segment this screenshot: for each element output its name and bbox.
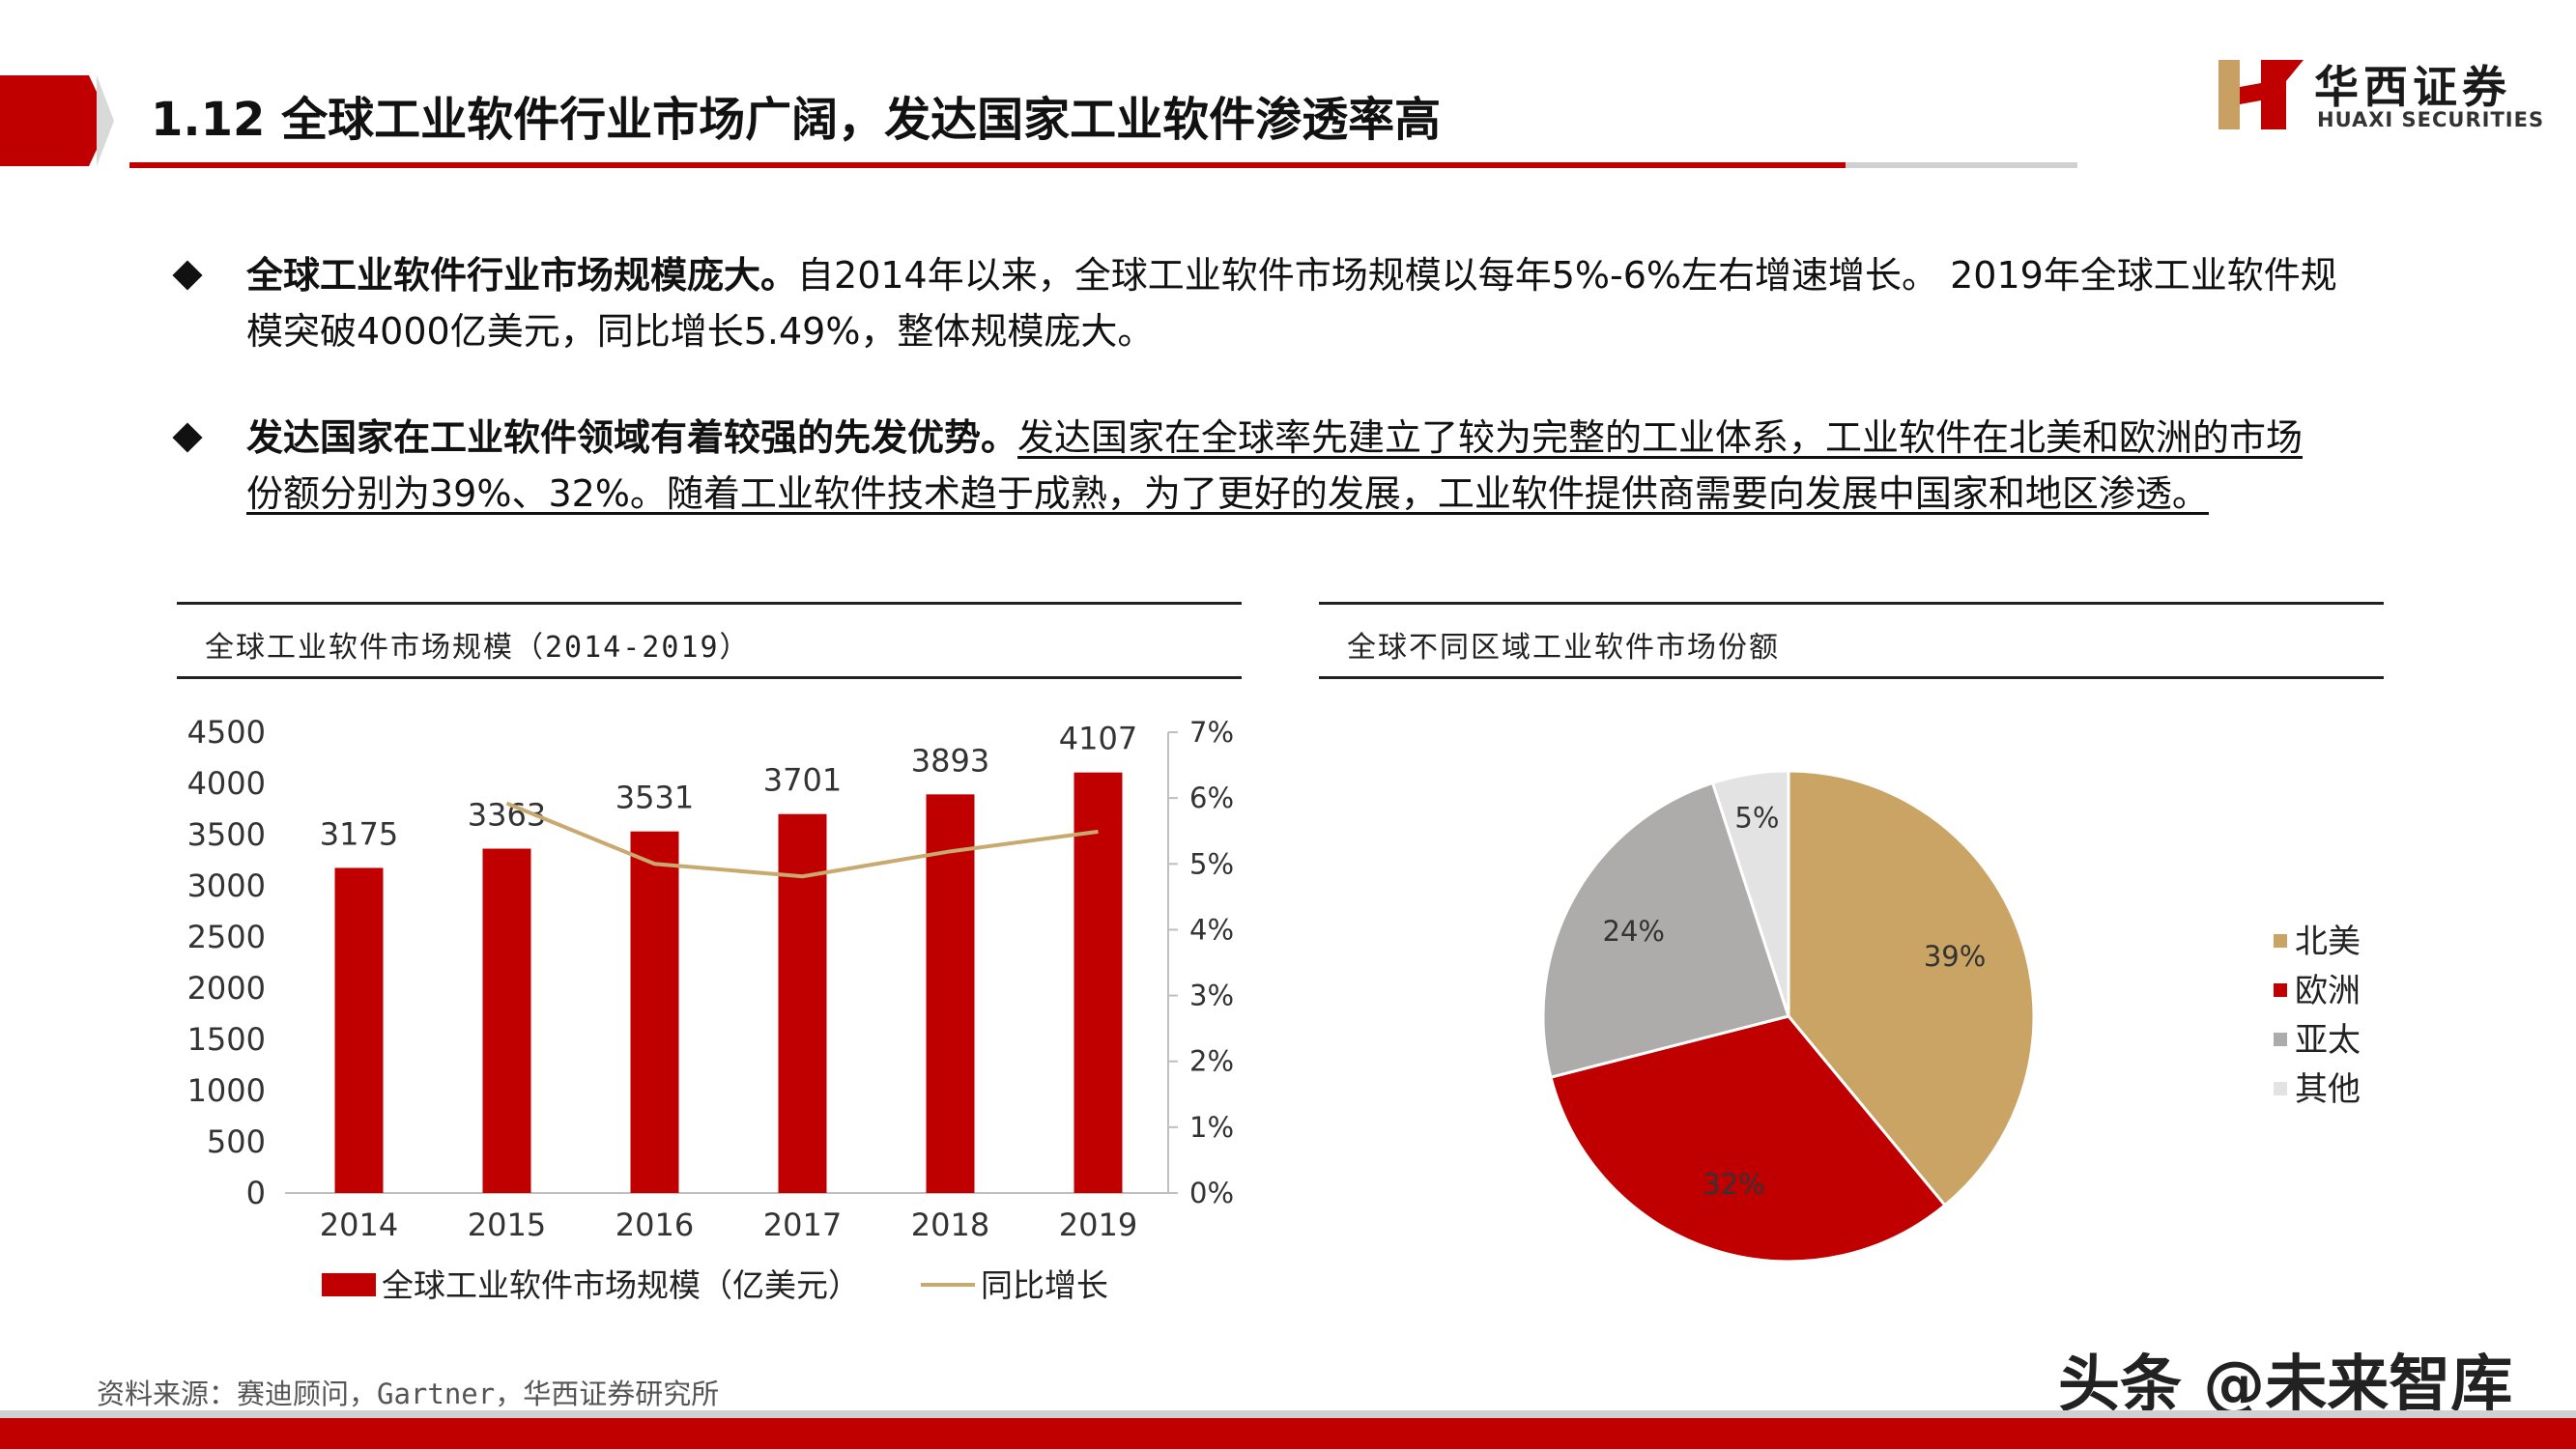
y2-tick-label: 4% (1189, 913, 1234, 946)
footer-grey-band (0, 1410, 2576, 1418)
bar-data-label: 3701 (763, 762, 842, 799)
pie-slice (1710, 769, 1790, 1017)
bullet-1-heading: 全球工业软件行业市场规模庞大。 (246, 254, 798, 297)
y2-tick-label: 3% (1189, 980, 1234, 1012)
watermark: 头条 @未来智库 (2058, 1350, 2513, 1421)
y-tick-label: 2500 (187, 919, 266, 955)
diamond-bullet-icon (172, 260, 203, 291)
title-underline-grey (1846, 162, 2077, 168)
bullet-2-text: 发达国家在全球率先建立了较为完整的工业体系，工业软件在北美和欧洲的市场 (1017, 416, 2304, 459)
left-panel-title: 全球工业软件市场规模（2014-2019） (205, 631, 751, 665)
y2-tick-label: 7% (1189, 716, 1234, 749)
bullet-2-text-line2: 份额分别为39%、32%。随着工业软件技术趋于成熟，为了更好的发展，工业软件提供… (246, 472, 2209, 515)
bar-data-label: 3175 (320, 815, 398, 852)
x-tick-label: 2017 (763, 1207, 842, 1243)
legend-bar-swatch (322, 1273, 376, 1296)
legend-label: 欧洲 (2295, 972, 2361, 1010)
y-tick-label: 2000 (187, 970, 266, 1007)
legend-bar-label: 全球工业软件市场规模（亿美元） (382, 1266, 860, 1304)
y-tick-label: 500 (207, 1123, 266, 1160)
y2-tick-label: 1% (1189, 1111, 1234, 1144)
x-tick-label: 2016 (615, 1207, 694, 1243)
legend-label: 北美 (2295, 923, 2361, 961)
x-tick-label: 2018 (911, 1207, 989, 1243)
x-tick-label: 2015 (468, 1207, 546, 1243)
huaxi-logo-icon (2218, 60, 2304, 129)
legend-swatch (2274, 934, 2287, 948)
pie-data-label: 39% (1924, 940, 1986, 973)
header-arrow-shadow (97, 75, 114, 166)
y-tick-label: 1500 (187, 1021, 266, 1058)
logo-text-en: HUAXI SECURITIES (2317, 108, 2545, 131)
y-tick-label: 0 (246, 1175, 266, 1211)
pie-data-label: 5% (1734, 801, 1779, 834)
bar (630, 831, 679, 1193)
market-size-chart: 0 500 1000 1500 2000 2500 3000 3500 4000 4500 0% 1%… (187, 714, 1234, 1304)
bar-data-label: 3893 (911, 742, 989, 779)
right-panel-bottom-rule (1319, 676, 2384, 679)
y2-tick-label: 0% (1189, 1177, 1234, 1209)
legend-swatch (2274, 1033, 2287, 1046)
legend-label: 其他 (2295, 1070, 2361, 1109)
footer-red-band (0, 1418, 2576, 1449)
bar (926, 794, 975, 1193)
header-red-block (0, 75, 89, 166)
y-tick-label: 4000 (187, 765, 266, 802)
legend-swatch (2274, 1082, 2287, 1095)
bar-data-label: 4107 (1059, 721, 1137, 757)
legend-label: 亚太 (2295, 1021, 2361, 1060)
bullet-1-text: 自2014年以来，全球工业软件市场规模以每年5%-6%左右增速增长。 2019年… (797, 254, 2337, 297)
bar (482, 848, 531, 1193)
right-panel-top-rule (1319, 602, 2384, 605)
bar (334, 867, 384, 1193)
y-tick-label: 3500 (187, 816, 266, 853)
y-tick-label: 1000 (187, 1072, 266, 1109)
bar (1073, 772, 1123, 1193)
bullet-2-heading: 发达国家在工业软件领域有着较强的先发优势。 (246, 416, 1018, 459)
pie-slice (1787, 769, 2036, 1208)
growth-line (505, 801, 1099, 879)
left-panel-top-rule (177, 602, 1242, 605)
x-tick-label: 2019 (1059, 1207, 1137, 1243)
logo-text-cn: 华西证券 (2314, 61, 2511, 113)
right-panel-title: 全球不同区域工业软件市场份额 (1347, 631, 1780, 665)
bar (778, 813, 827, 1193)
bar-data-label: 3531 (615, 780, 694, 816)
pie-slice (1549, 1014, 1948, 1264)
page-title: 1.12 全球工业软件行业市场广阔，发达国家工业软件渗透率高 (151, 93, 1442, 147)
y-tick-label: 3000 (187, 867, 266, 904)
legend-swatch (2274, 983, 2287, 997)
source-note: 资料来源：赛迪顾问，Gartner，华西证券研究所 (97, 1378, 720, 1410)
diamond-bullet-icon (172, 422, 203, 453)
pie-data-label: 32% (1703, 1168, 1764, 1201)
x-tick-label: 2014 (320, 1207, 398, 1243)
title-underline (129, 162, 1846, 168)
y2-tick-label: 5% (1189, 847, 1234, 880)
y2-tick-label: 6% (1189, 781, 1234, 814)
y-tick-label: 4500 (187, 714, 266, 751)
pie-data-label: 24% (1603, 915, 1665, 948)
legend-line-label: 同比增长 (981, 1266, 1108, 1304)
bullet-1-text-line2: 模突破4000亿美元，同比增长5.49%，整体规模庞大。 (246, 310, 1155, 353)
pie-slice (1541, 781, 1790, 1079)
left-panel-bottom-rule (177, 676, 1242, 679)
y2-tick-label: 2% (1189, 1045, 1234, 1078)
